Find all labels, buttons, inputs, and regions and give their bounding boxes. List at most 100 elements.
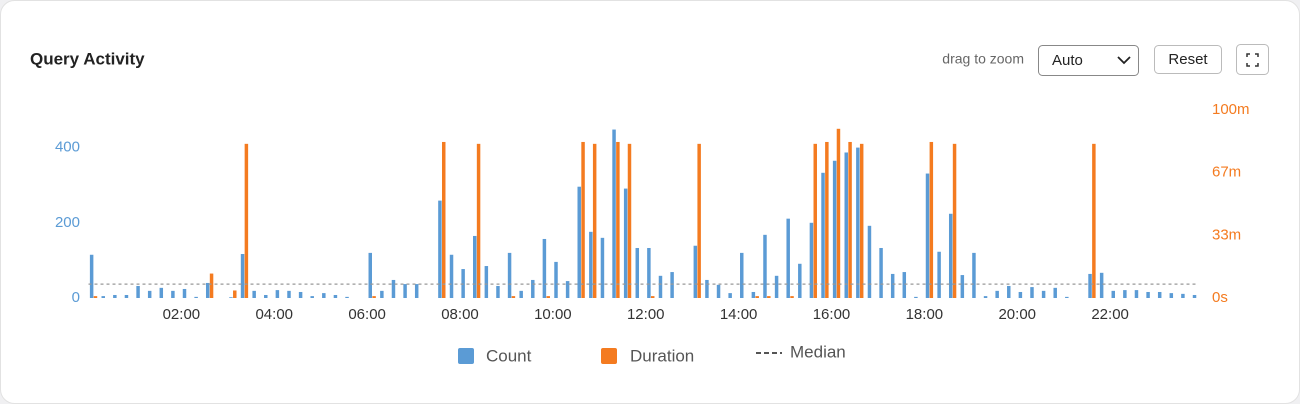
count-bar bbox=[798, 263, 802, 298]
count-bar bbox=[438, 200, 442, 298]
count-bar bbox=[890, 273, 895, 298]
duration-bar bbox=[952, 143, 957, 298]
count-bar bbox=[600, 237, 605, 298]
y2-tick-label: 67m bbox=[1212, 164, 1241, 181]
duration-bar bbox=[511, 296, 516, 298]
count-bar bbox=[786, 218, 790, 298]
count-bar bbox=[275, 290, 280, 298]
count-bar bbox=[1181, 293, 1185, 298]
count-bar bbox=[159, 287, 164, 298]
count-bar bbox=[763, 234, 767, 298]
chevron[interactable] bbox=[1117, 56, 1131, 65]
range-select[interactable]: Auto bbox=[1038, 45, 1139, 76]
count-bar bbox=[589, 231, 593, 298]
x-tick-label: 20:00 bbox=[998, 306, 1036, 323]
count-bar bbox=[182, 288, 187, 298]
count-bar bbox=[565, 281, 570, 298]
duration-bar bbox=[581, 141, 585, 298]
x-tick-label: 16:00 bbox=[813, 306, 851, 323]
duration-bar bbox=[929, 141, 934, 298]
count-bar bbox=[1146, 291, 1150, 298]
duration-bar bbox=[476, 143, 481, 298]
count-bar bbox=[298, 291, 303, 298]
count-bar bbox=[449, 254, 454, 298]
count-bar bbox=[867, 225, 872, 298]
count-bar bbox=[716, 284, 721, 298]
count-bar bbox=[322, 293, 326, 298]
button-box[interactable] bbox=[1236, 44, 1269, 75]
count-bar bbox=[740, 252, 744, 298]
duration-bar bbox=[697, 143, 701, 298]
count-bar bbox=[612, 129, 616, 298]
duration-bar bbox=[93, 296, 98, 298]
duration-bar bbox=[813, 143, 817, 298]
duration-bar bbox=[755, 296, 759, 298]
select-value[interactable]: Auto bbox=[1052, 52, 1083, 69]
fullscreen-button[interactable] bbox=[1236, 44, 1269, 75]
x-tick-label: 02:00 bbox=[163, 306, 201, 323]
x-tick-label: 06:00 bbox=[348, 306, 386, 323]
x-tick-label: 04:00 bbox=[255, 306, 293, 323]
button-label[interactable]: Reset bbox=[1168, 51, 1208, 68]
count-bar bbox=[902, 272, 907, 298]
count-bar bbox=[821, 172, 825, 298]
count-bar bbox=[310, 296, 314, 298]
duration-bar bbox=[790, 296, 794, 298]
reset-button[interactable]: Reset bbox=[1154, 45, 1222, 74]
legend-label: Duration bbox=[630, 346, 694, 365]
x-tick-label: 08:00 bbox=[441, 306, 479, 323]
legend-label: Count bbox=[486, 346, 532, 365]
legend-swatch bbox=[458, 348, 474, 364]
y2-tick-label: 33m bbox=[1212, 226, 1241, 243]
y-tick-label: 400 bbox=[55, 139, 80, 156]
legend-swatch bbox=[601, 348, 617, 364]
count-bar bbox=[728, 293, 732, 298]
count-bar bbox=[1134, 290, 1139, 298]
count-bar bbox=[751, 291, 756, 298]
count-bar bbox=[205, 282, 210, 298]
y2-tick-label: 100m bbox=[1212, 101, 1250, 118]
x-tick-label: 12:00 bbox=[627, 306, 665, 323]
y2-tick-label: 0s bbox=[1212, 289, 1228, 306]
duration-bar bbox=[825, 141, 829, 298]
count-bar bbox=[844, 152, 848, 298]
duration-bar bbox=[244, 143, 249, 298]
count-bar bbox=[832, 160, 837, 298]
count-bar bbox=[542, 238, 547, 298]
duration-bar bbox=[836, 128, 841, 298]
duration-bar bbox=[209, 273, 214, 298]
y-tick-label: 0 bbox=[72, 289, 80, 306]
count-bar bbox=[1007, 285, 1011, 298]
count-bar bbox=[577, 186, 581, 298]
y-tick-label: 200 bbox=[55, 214, 80, 231]
count-bar bbox=[484, 266, 489, 298]
x-tick-label: 10:00 bbox=[534, 306, 572, 323]
count-bar bbox=[194, 296, 198, 298]
x-tick-label: 18:00 bbox=[906, 306, 944, 323]
count-bar bbox=[113, 294, 117, 298]
count-bar bbox=[1157, 291, 1162, 298]
duration-bar bbox=[859, 143, 864, 298]
count-bar bbox=[925, 173, 930, 298]
count-bar bbox=[774, 275, 779, 298]
count-bar bbox=[914, 296, 918, 298]
zoom-hint: drag to zoom bbox=[942, 51, 1024, 67]
count-bar bbox=[287, 290, 291, 298]
duration-bar bbox=[627, 143, 632, 298]
count-bar bbox=[1053, 287, 1057, 298]
fullscreen-icon[interactable] bbox=[1246, 53, 1259, 67]
count-bar bbox=[1169, 293, 1174, 298]
duration-bar bbox=[848, 141, 852, 298]
x-tick-label: 22:00 bbox=[1091, 306, 1129, 323]
button-box[interactable] bbox=[1154, 45, 1222, 74]
count-bar bbox=[403, 284, 407, 298]
count-bar bbox=[1192, 294, 1197, 298]
count-bar bbox=[1111, 290, 1116, 298]
count-bar bbox=[948, 213, 953, 298]
select-box[interactable] bbox=[1038, 45, 1139, 76]
count-bar bbox=[1030, 287, 1034, 298]
count-bar bbox=[623, 188, 628, 298]
duration-bar bbox=[767, 296, 771, 298]
count-bar bbox=[414, 284, 419, 298]
duration-bar bbox=[650, 296, 655, 298]
